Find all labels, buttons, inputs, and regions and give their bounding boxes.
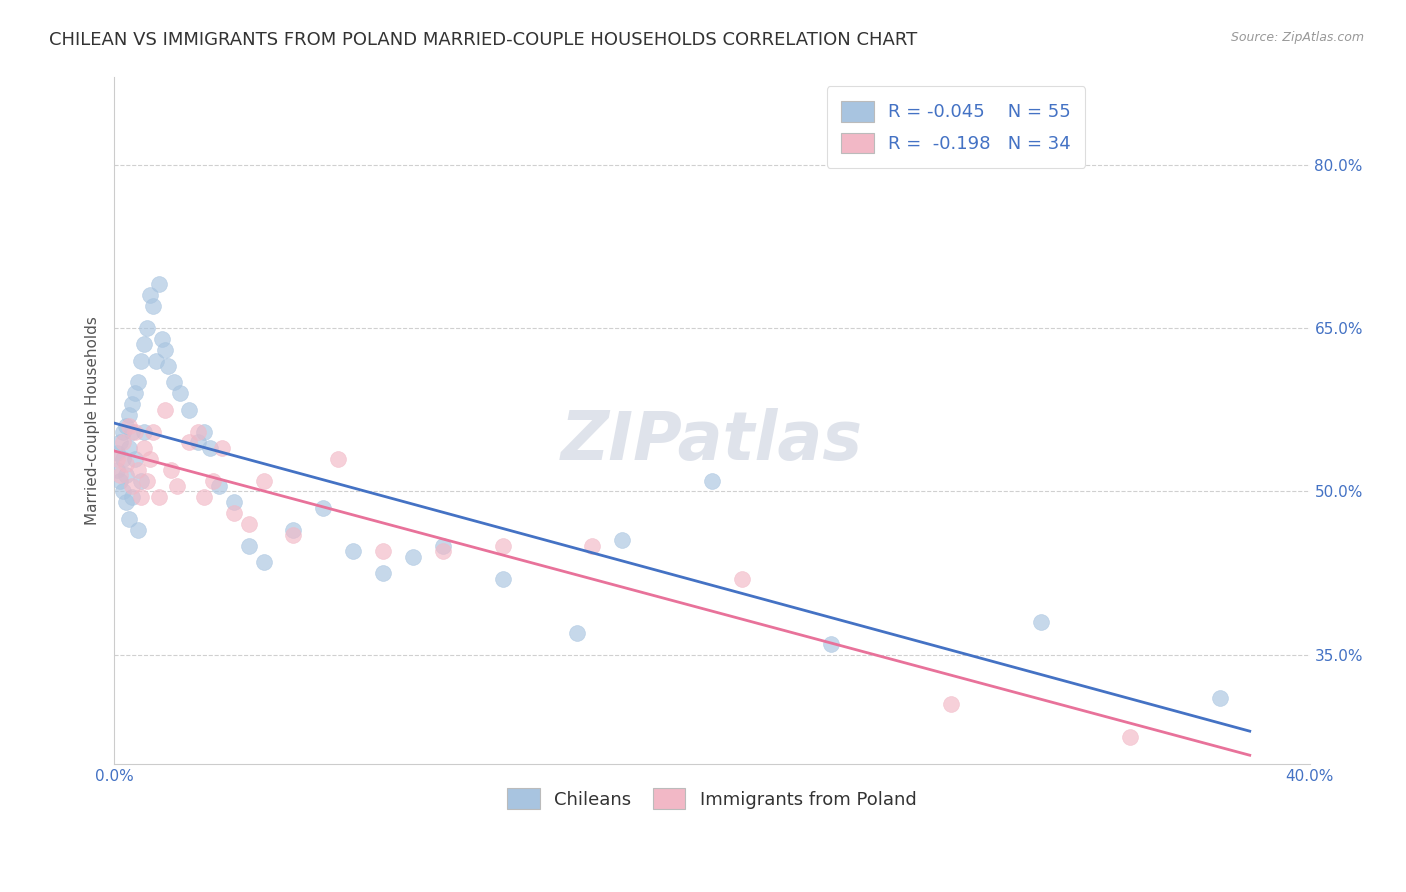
Point [492,572,515,586]
Point [581,539,603,553]
Point [567,626,589,640]
Y-axis label: Married-couple Households: Married-couple Households [86,316,100,525]
Point [238,539,260,553]
Point [153,343,176,357]
Point [432,539,454,553]
Point [118,511,141,525]
Point [187,435,209,450]
Point [252,474,274,488]
Point [115,457,138,471]
Point [153,402,176,417]
Point [136,321,159,335]
Point [139,288,162,302]
Point [145,353,167,368]
Point [127,376,149,390]
Text: Source: ZipAtlas.com: Source: ZipAtlas.com [1230,31,1364,45]
Point [150,332,173,346]
Point [193,425,215,439]
Point [177,435,200,450]
Point [112,484,135,499]
Point [156,359,179,373]
Point [148,490,170,504]
Point [118,408,141,422]
Point [939,697,962,711]
Point [148,277,170,292]
Point [105,451,128,466]
Point [169,386,191,401]
Point [163,376,186,390]
Point [373,566,395,581]
Point [402,549,425,564]
Point [108,474,131,488]
Point [121,479,143,493]
Point [105,446,128,460]
Point [142,299,165,313]
Point [108,468,131,483]
Point [700,474,723,488]
Point [201,474,224,488]
Point [432,544,454,558]
Point [198,441,221,455]
Point [129,490,152,504]
Legend: Chileans, Immigrants from Poland: Chileans, Immigrants from Poland [492,773,931,823]
Point [160,463,183,477]
Point [283,523,305,537]
Text: ZIPatlas: ZIPatlas [561,409,863,475]
Point [492,539,515,553]
Point [328,451,350,466]
Point [139,451,162,466]
Point [112,451,135,466]
Point [208,479,231,493]
Point [118,441,141,455]
Point [1029,615,1052,630]
Point [820,637,842,651]
Point [124,451,146,466]
Point [222,506,245,520]
Point [132,337,155,351]
Point [127,463,149,477]
Point [211,441,233,455]
Point [731,572,754,586]
Text: CHILEAN VS IMMIGRANTS FROM POLAND MARRIED-COUPLE HOUSEHOLDS CORRELATION CHART: CHILEAN VS IMMIGRANTS FROM POLAND MARRIE… [49,31,918,49]
Point [238,517,260,532]
Point [121,425,143,439]
Point [222,495,245,509]
Point [252,555,274,569]
Point [1209,691,1232,706]
Point [112,435,135,450]
Point [373,544,395,558]
Point [142,425,165,439]
Point [129,353,152,368]
Point [136,474,159,488]
Point [121,490,143,504]
Point [129,474,152,488]
Point [115,419,138,434]
Point [342,544,364,558]
Point [121,397,143,411]
Point [166,479,188,493]
Point [115,468,138,483]
Point [127,523,149,537]
Point [132,425,155,439]
Point [132,441,155,455]
Point [118,419,141,434]
Point [283,528,305,542]
Point [115,495,138,509]
Point [177,402,200,417]
Point [612,533,634,548]
Point [124,425,146,439]
Point [187,425,209,439]
Point [124,386,146,401]
Point [112,425,135,439]
Point [193,490,215,504]
Point [105,463,128,477]
Point [108,435,131,450]
Point [312,500,335,515]
Point [1119,730,1142,744]
